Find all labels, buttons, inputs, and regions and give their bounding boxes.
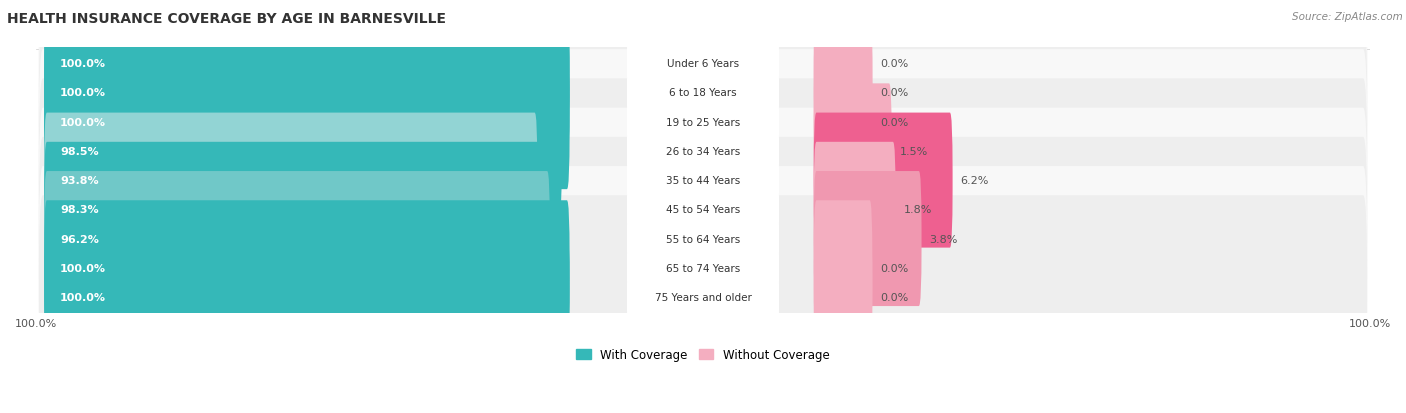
Text: 6 to 18 Years: 6 to 18 Years [669, 88, 737, 98]
Text: 100.0%: 100.0% [60, 292, 105, 302]
Text: 0.0%: 0.0% [880, 88, 908, 98]
FancyBboxPatch shape [44, 55, 569, 190]
FancyBboxPatch shape [814, 0, 872, 131]
Text: 96.2%: 96.2% [60, 234, 98, 244]
FancyBboxPatch shape [39, 79, 1367, 282]
FancyBboxPatch shape [39, 108, 1367, 311]
FancyBboxPatch shape [39, 50, 1367, 253]
Text: 75 Years and older: 75 Years and older [655, 292, 751, 302]
Text: 100.0%: 100.0% [60, 263, 105, 273]
Text: 100.0%: 100.0% [60, 59, 105, 69]
FancyBboxPatch shape [627, 84, 779, 219]
FancyBboxPatch shape [39, 0, 1367, 195]
Text: 65 to 74 Years: 65 to 74 Years [666, 263, 740, 273]
Text: Under 6 Years: Under 6 Years [666, 59, 740, 69]
Text: Source: ZipAtlas.com: Source: ZipAtlas.com [1292, 12, 1403, 22]
Text: 98.3%: 98.3% [60, 205, 98, 215]
FancyBboxPatch shape [814, 142, 896, 277]
FancyBboxPatch shape [39, 138, 1367, 340]
Text: 0.0%: 0.0% [880, 59, 908, 69]
Text: 0.0%: 0.0% [880, 117, 908, 127]
Text: HEALTH INSURANCE COVERAGE BY AGE IN BARNESVILLE: HEALTH INSURANCE COVERAGE BY AGE IN BARN… [7, 12, 446, 26]
FancyBboxPatch shape [814, 113, 953, 248]
Text: 100.0%: 100.0% [60, 88, 105, 98]
FancyBboxPatch shape [627, 113, 779, 248]
FancyBboxPatch shape [627, 230, 779, 365]
Text: 3.8%: 3.8% [929, 234, 957, 244]
FancyBboxPatch shape [44, 26, 569, 161]
FancyBboxPatch shape [44, 201, 569, 335]
FancyBboxPatch shape [814, 26, 872, 161]
Text: 0.0%: 0.0% [880, 292, 908, 302]
Text: 0.0%: 0.0% [880, 263, 908, 273]
Text: 100.0%: 100.0% [60, 117, 105, 127]
FancyBboxPatch shape [814, 84, 891, 219]
FancyBboxPatch shape [814, 230, 872, 365]
FancyBboxPatch shape [627, 26, 779, 161]
FancyBboxPatch shape [627, 55, 779, 190]
Legend: With Coverage, Without Coverage: With Coverage, Without Coverage [572, 343, 834, 366]
Text: 45 to 54 Years: 45 to 54 Years [666, 205, 740, 215]
FancyBboxPatch shape [44, 84, 562, 219]
FancyBboxPatch shape [44, 172, 550, 306]
Text: 98.5%: 98.5% [60, 147, 98, 157]
Text: 93.8%: 93.8% [60, 176, 98, 186]
FancyBboxPatch shape [44, 142, 561, 277]
FancyBboxPatch shape [627, 142, 779, 277]
FancyBboxPatch shape [44, 0, 569, 131]
FancyBboxPatch shape [44, 230, 569, 365]
Text: 19 to 25 Years: 19 to 25 Years [666, 117, 740, 127]
FancyBboxPatch shape [44, 113, 537, 248]
Text: 55 to 64 Years: 55 to 64 Years [666, 234, 740, 244]
FancyBboxPatch shape [627, 201, 779, 335]
Text: 35 to 44 Years: 35 to 44 Years [666, 176, 740, 186]
FancyBboxPatch shape [627, 172, 779, 306]
FancyBboxPatch shape [814, 201, 872, 335]
FancyBboxPatch shape [39, 167, 1367, 370]
FancyBboxPatch shape [814, 55, 872, 190]
FancyBboxPatch shape [627, 0, 779, 131]
Text: 1.8%: 1.8% [904, 205, 932, 215]
FancyBboxPatch shape [39, 196, 1367, 399]
Text: 26 to 34 Years: 26 to 34 Years [666, 147, 740, 157]
FancyBboxPatch shape [814, 172, 921, 306]
Text: 6.2%: 6.2% [960, 176, 988, 186]
FancyBboxPatch shape [39, 21, 1367, 224]
Text: 1.5%: 1.5% [900, 147, 928, 157]
FancyBboxPatch shape [39, 0, 1367, 166]
